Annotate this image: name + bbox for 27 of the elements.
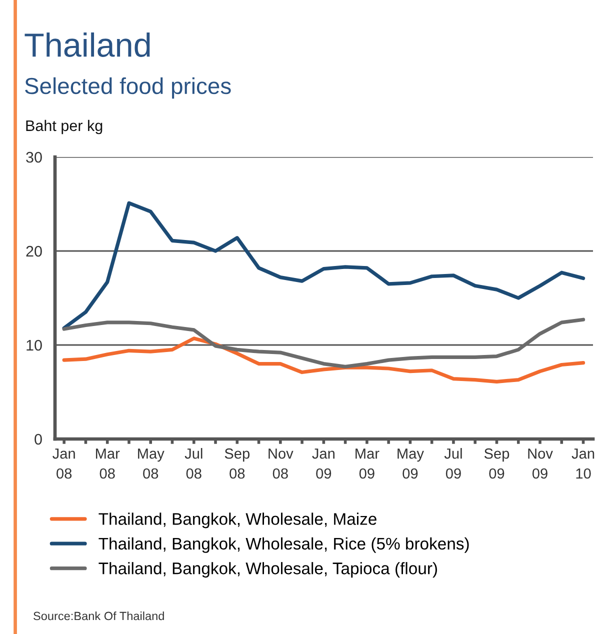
x-tick-label: Jan 10 (572, 448, 594, 479)
y-tick-label: 10 (26, 340, 42, 351)
y-tick-label: 0 (34, 434, 42, 445)
x-tick-label: Sep 09 (484, 448, 510, 479)
source-note: Source:Bank Of Thailand (34, 611, 164, 620)
chart-subtitle: Selected food prices (25, 77, 231, 99)
line-series (62, 318, 586, 368)
x-tick-label: Jul 08 (184, 448, 202, 479)
legend-label: Thailand, Bangkok, Wholesale, Maize (98, 512, 376, 528)
chart-title: Thailand (24, 32, 150, 57)
y-tick-label: 20 (26, 246, 42, 257)
y-tick-label: 30 (26, 152, 42, 163)
legend-label: Thailand, Bangkok, Wholesale, Rice (5% brokens) (98, 537, 469, 553)
x-tick-label: May 08 (138, 448, 164, 479)
x-tick-label: Nov 09 (528, 448, 553, 479)
x-tick-label: Nov 08 (268, 448, 294, 479)
x-tick-label: Mar 08 (96, 448, 120, 479)
line-series (62, 336, 586, 384)
x-tick-label: Jul 09 (444, 448, 462, 479)
x-tick-label: Sep 08 (224, 448, 250, 479)
line-series (62, 201, 586, 330)
legend-label: Thailand, Bangkok, Wholesale, Tapioca (flour) (98, 562, 437, 578)
x-tick-label: May 09 (398, 448, 424, 479)
x-tick-label: Jan 08 (52, 448, 75, 479)
x-tick-label: Jan 09 (312, 448, 334, 479)
x-tick-label: Mar 09 (356, 448, 380, 479)
y-axis-title: Baht per kg (26, 120, 102, 134)
